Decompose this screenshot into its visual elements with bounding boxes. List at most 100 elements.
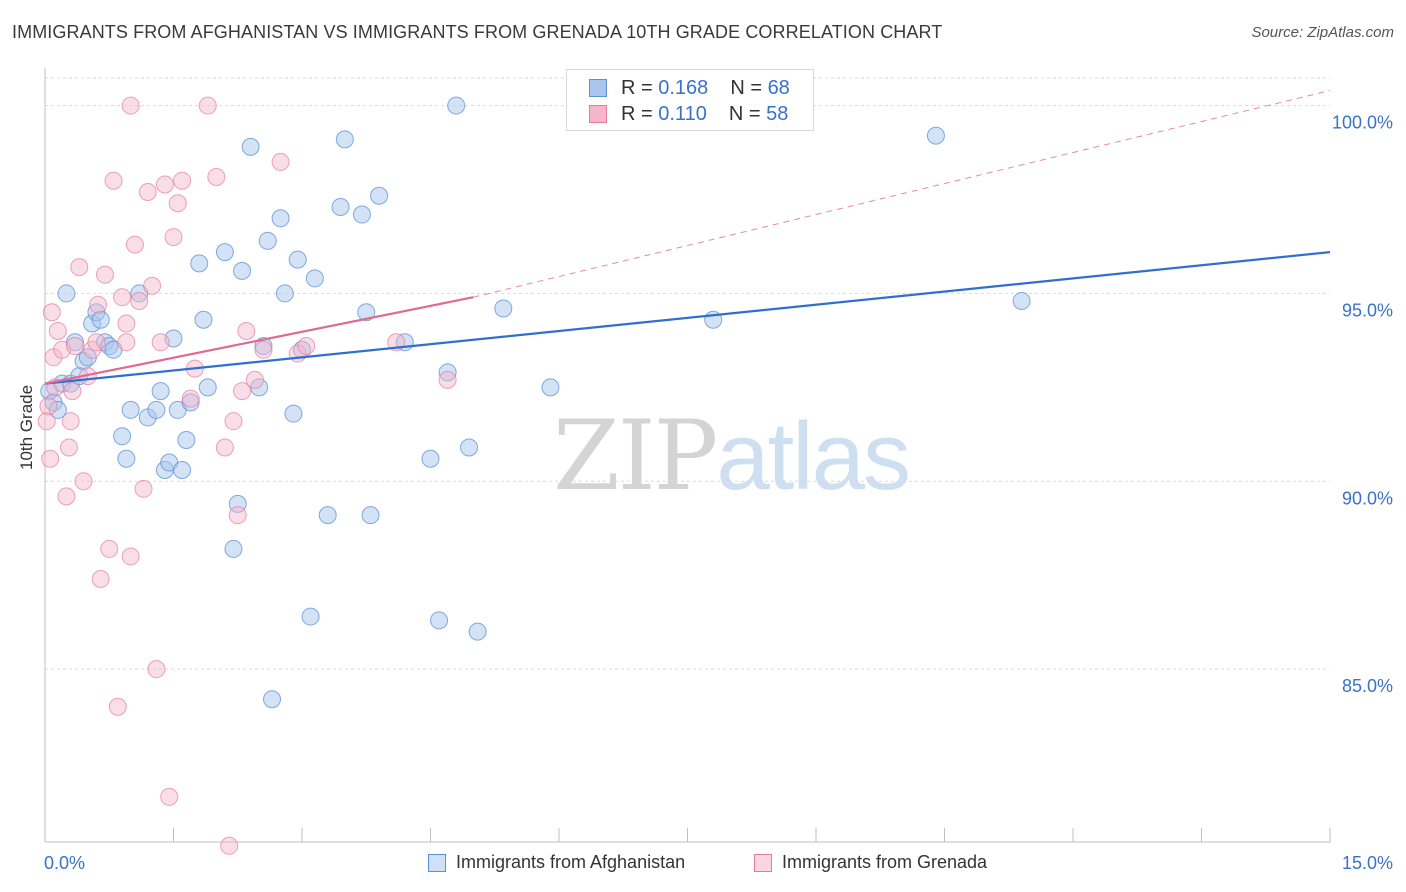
watermark-atlas: atlas bbox=[716, 403, 911, 510]
grenada-point bbox=[42, 303, 61, 322]
afghanistan-point bbox=[198, 378, 217, 397]
y-tick-label: 95.0% bbox=[1342, 300, 1393, 320]
afghanistan-point bbox=[370, 186, 389, 205]
legend-n-value: 68 bbox=[767, 76, 790, 99]
afghanistan-point bbox=[258, 231, 277, 250]
legend-n-label: N = bbox=[728, 102, 761, 125]
afghanistan-point bbox=[48, 400, 67, 419]
grenada-point bbox=[117, 333, 136, 352]
legend-swatch-afghanistan bbox=[428, 853, 446, 872]
trend-line-afghanistan bbox=[44, 251, 1331, 385]
watermark-zip: ZIP bbox=[553, 400, 718, 512]
afghanistan-point bbox=[1012, 291, 1031, 310]
afghanistan-point bbox=[117, 449, 136, 468]
grenada-point bbox=[215, 438, 234, 457]
correlation-legend: R = 0.168 N = 68 R = 0.110 N = 58 bbox=[566, 69, 814, 131]
grenada-point bbox=[59, 438, 78, 457]
grenada-point bbox=[271, 152, 290, 171]
grenada-point bbox=[100, 539, 119, 558]
afghanistan-point bbox=[173, 461, 192, 480]
grenada-point bbox=[143, 276, 162, 295]
afghanistan-point bbox=[421, 449, 440, 468]
afghanistan-point bbox=[284, 404, 303, 423]
grenada-point bbox=[65, 337, 84, 356]
afghanistan-point bbox=[177, 430, 196, 449]
afghanistan-point bbox=[305, 269, 324, 288]
legend-label-grenada: Immigrants from Grenada bbox=[782, 852, 988, 872]
afghanistan-point bbox=[113, 427, 132, 446]
afghanistan-point bbox=[352, 205, 371, 224]
grenada-point bbox=[108, 697, 127, 716]
grenada-point bbox=[233, 382, 252, 401]
y-tick-label: 85.0% bbox=[1342, 676, 1393, 696]
grenada-point bbox=[297, 337, 316, 356]
afghanistan-point bbox=[288, 250, 307, 269]
grenada-point bbox=[164, 228, 183, 247]
grenada-point bbox=[228, 506, 247, 525]
grenada-point bbox=[125, 235, 144, 254]
afghanistan-point bbox=[151, 382, 170, 401]
grenada-point bbox=[87, 333, 106, 352]
legend-n-label: N = bbox=[730, 76, 762, 99]
afghanistan-point bbox=[438, 363, 457, 382]
grenada-point bbox=[173, 171, 192, 190]
grenada-point bbox=[117, 314, 136, 333]
grenada-point bbox=[41, 449, 60, 468]
chart-title: IMMIGRANTS FROM AFGHANISTAN VS IMMIGRANT… bbox=[12, 22, 943, 42]
legend-r-value: 0.110 bbox=[658, 102, 707, 125]
grid-lines bbox=[45, 77, 1330, 670]
grenada-point bbox=[254, 340, 273, 359]
legend-r-label: R = bbox=[621, 76, 653, 99]
grenada-point bbox=[438, 370, 457, 389]
afghanistan-point bbox=[275, 284, 294, 303]
grenada-point bbox=[220, 836, 239, 855]
afghanistan-point bbox=[194, 310, 213, 329]
grenada-point bbox=[198, 96, 217, 115]
legend-label-afghanistan: Immigrants from Afghanistan bbox=[456, 852, 686, 872]
y-tick-label: 90.0% bbox=[1342, 488, 1393, 508]
afghanistan-point bbox=[335, 130, 354, 149]
legend-swatch-afghanistan bbox=[589, 79, 607, 97]
afghanistan-point bbox=[224, 539, 243, 558]
legend-n-value: 58 bbox=[766, 102, 789, 125]
afghanistan-point bbox=[263, 690, 282, 709]
afghanistan-point bbox=[91, 310, 110, 329]
grenada-point bbox=[70, 258, 89, 277]
afghanistan-point bbox=[181, 393, 200, 412]
afghanistan-point bbox=[215, 243, 234, 262]
legend-row-afghanistan: R = 0.168 N = 68 bbox=[589, 76, 790, 100]
grenada-point bbox=[134, 479, 153, 498]
afghanistan-point bbox=[460, 438, 479, 457]
axes bbox=[44, 68, 1331, 843]
grenada-point bbox=[224, 412, 243, 431]
legend-row-grenada: R = 0.110 N = 58 bbox=[589, 102, 788, 126]
x-tick-label: 0.0% bbox=[44, 853, 85, 873]
grenada-point bbox=[37, 412, 56, 431]
afghanistan-point bbox=[271, 209, 290, 228]
grenada-point bbox=[89, 295, 108, 314]
grenada-point bbox=[237, 322, 256, 341]
afghanistan-point bbox=[254, 337, 273, 356]
y-axis-label: 10th Grade bbox=[17, 384, 36, 470]
afghanistan-point bbox=[430, 611, 449, 630]
grenada-point bbox=[104, 171, 123, 190]
afghanistan-point bbox=[926, 126, 945, 145]
grenada-point bbox=[155, 175, 174, 194]
grenada-point bbox=[245, 370, 264, 389]
legend-r-label: R = bbox=[621, 102, 653, 125]
legend-swatch-grenada bbox=[589, 105, 607, 123]
source-label: Source: ZipAtlas.com bbox=[1251, 24, 1394, 41]
afghanistan-point bbox=[57, 284, 76, 303]
trend-line-grenada bbox=[44, 296, 474, 385]
series-legend: Immigrants from Afghanistan Immigrants f… bbox=[0, 852, 1406, 876]
afghanistan-point bbox=[318, 506, 337, 525]
grenada-point bbox=[39, 397, 58, 416]
tick-labels: 85.0% 90.0% 95.0% 100.0% 0.0% 15.0% bbox=[44, 113, 1393, 873]
grenada-point bbox=[181, 389, 200, 408]
grenada-point bbox=[61, 412, 80, 431]
grenada-point bbox=[168, 194, 187, 213]
grenada-point bbox=[74, 472, 93, 491]
legend-r-value: 0.168 bbox=[658, 76, 709, 99]
afghanistan-point bbox=[147, 400, 166, 419]
